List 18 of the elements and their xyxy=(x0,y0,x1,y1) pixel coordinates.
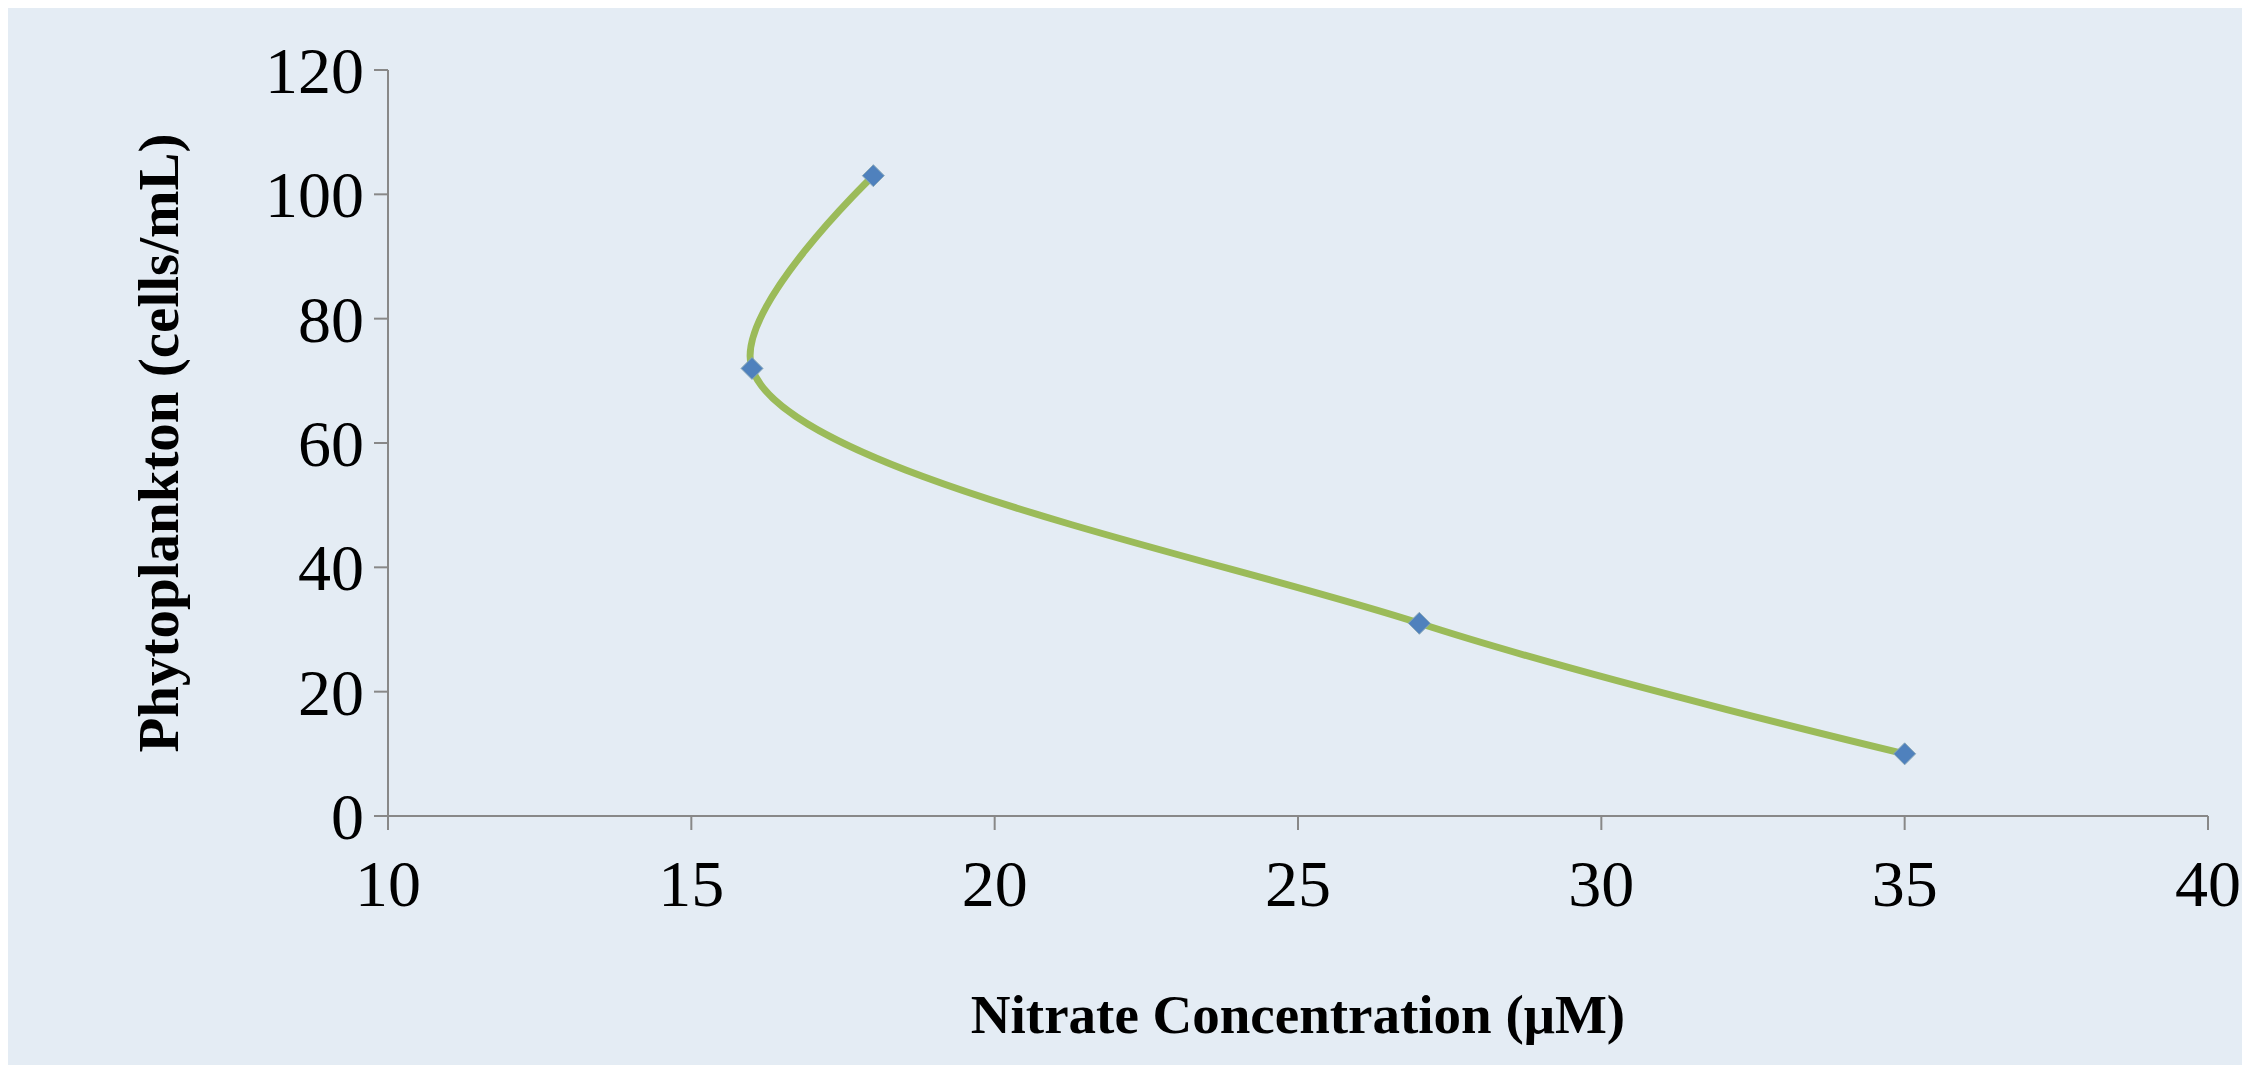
x-tick-label: 25 xyxy=(1265,847,1331,920)
y-tick-label: 120 xyxy=(265,34,364,108)
x-tick-label: 35 xyxy=(1871,847,1938,920)
y-tick-label: 20 xyxy=(298,655,364,729)
x-tick-label: 15 xyxy=(658,847,725,920)
point xyxy=(861,164,885,188)
y-axis-title: Phytoplankton (cells/mL) xyxy=(127,133,191,753)
y-tick-label: 60 xyxy=(298,407,364,481)
point xyxy=(1893,742,1917,766)
x-tick-label: 40 xyxy=(2175,847,2241,920)
y-tick-label: 80 xyxy=(298,282,364,356)
y-tick-label: 40 xyxy=(298,531,364,605)
x-tick-label: 30 xyxy=(1568,847,1635,920)
y-tick-label: 100 xyxy=(265,158,364,232)
x-tick-label: 20 xyxy=(961,847,1028,920)
point xyxy=(740,356,764,380)
point xyxy=(1407,611,1431,635)
x-axis-title: Nitrate Concentration (μM) xyxy=(970,984,1626,1045)
